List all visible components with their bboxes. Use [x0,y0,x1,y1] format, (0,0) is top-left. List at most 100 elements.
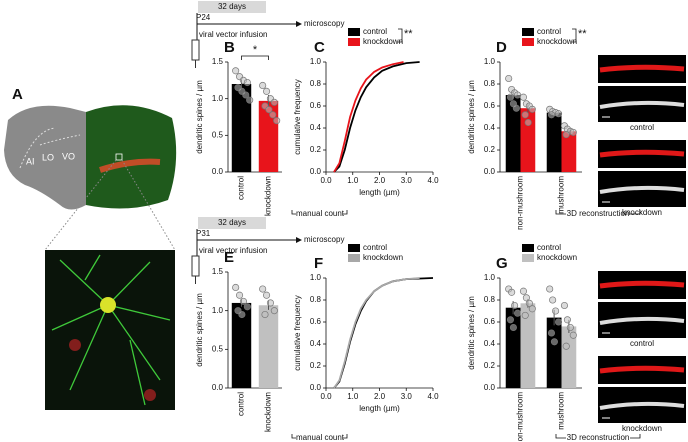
data-point [506,93,515,101]
x-tick-label: 2.0 [374,392,386,401]
data-point [519,93,528,101]
x-tick-label: 4.0 [427,392,439,401]
data-point [263,291,271,299]
y-tick-label: 0.0 [484,383,496,392]
bar [520,108,536,172]
significance-bracket [572,28,577,43]
y-tick-label: 1.5 [212,57,224,66]
bar [561,326,577,388]
image-label: knockdown [622,424,662,433]
x-axis-label: length (µm) [359,188,400,197]
y-tick-label: 0.5 [212,130,224,139]
bracket-bg [296,209,343,219]
y-tick-label: 1.0 [310,57,322,66]
y-tick-label: 1.0 [212,306,224,315]
data-point [521,111,529,119]
y-tick-label: 0.8 [484,79,496,88]
bracket-bg [566,209,630,219]
x-axis-label: length (µm) [359,404,400,413]
data-point [270,98,278,106]
data-point [238,310,246,319]
region-label: LO [42,152,54,162]
y-tick-label: 0.0 [310,383,322,392]
x-tick-label: control [237,392,246,416]
significance: ** [404,28,413,40]
cdf-line [333,277,420,389]
data-point [524,118,532,127]
legend-swatch [348,28,360,36]
data-point [236,291,244,299]
y-tick-label: 0.8 [484,295,496,304]
syringe [191,39,200,61]
legend-label: control [537,243,561,252]
y-tick-label: 0.5 [212,344,224,353]
region-border [19,127,81,169]
x-tick-label: 4.0 [427,176,439,185]
data-point [528,105,536,113]
infusion: viral vector infusion [199,246,267,255]
y-axis-label: dendritic spines / µm [195,80,204,154]
data-point [546,285,554,293]
bar [505,95,521,172]
y-tick-label: 0.0 [310,167,322,176]
infusion: viral vector infusion [199,30,267,39]
x-tick-label: 3.0 [401,176,413,185]
data-point [259,285,267,293]
duration: 32 days [218,2,246,11]
legend-swatch [522,28,534,36]
data-point [528,305,536,313]
dendrite [599,316,685,325]
bracket-label: 3D reconstruction [567,209,630,218]
data-point [550,338,558,346]
y-tick-label: 0.2 [310,361,322,370]
significance: * [253,44,258,56]
x-tick-label: 0.0 [320,176,332,185]
data-point [562,131,570,139]
x-tick-label: 2.0 [374,176,386,185]
panel-letter: G [496,255,508,272]
data-point [569,331,577,339]
data-point [261,310,269,319]
x-tick-label: 0.0 [320,392,332,401]
legend-swatch [522,38,534,46]
y-tick-label: 0.6 [310,101,322,110]
region-label: AI [26,156,35,166]
data-point [508,288,516,296]
timeline-end: microscopy [304,19,344,28]
bracket-bg [566,433,630,442]
region-label: VO [62,151,75,161]
bar [231,302,252,388]
neurites [51,254,171,406]
y-tick-label: 0.6 [310,317,322,326]
image-label: control [630,339,654,348]
legend-swatch [522,244,534,252]
infusion-site [99,158,161,173]
bar [546,317,562,388]
data-point [265,106,273,114]
arrowhead [296,237,302,243]
data-point [519,287,528,295]
y-tick-label: 1.0 [484,273,496,282]
legend-label: control [363,27,387,36]
timeline-start: P31 [196,229,211,238]
data-point [566,323,574,332]
x-tick-label: non-mushroom [516,392,525,442]
y-axis-label: dendritic spines / µm [467,80,476,154]
cell-body [69,339,81,351]
duration-bar [198,1,266,13]
zoom-line [44,159,117,251]
panel-letter: D [496,39,507,56]
y-tick-label: 0.8 [310,79,322,88]
x-tick-label: mushroom [557,392,566,430]
data-point [513,309,522,317]
y-tick-label: 0.0 [212,383,224,392]
x-tick-label: 3.0 [401,392,413,401]
cell-body [144,389,156,401]
bar [258,100,279,172]
data-point [232,283,240,292]
data-point [239,297,247,305]
panel-letter: A [12,86,23,103]
data-point [547,111,556,119]
cdf-line [333,61,420,173]
